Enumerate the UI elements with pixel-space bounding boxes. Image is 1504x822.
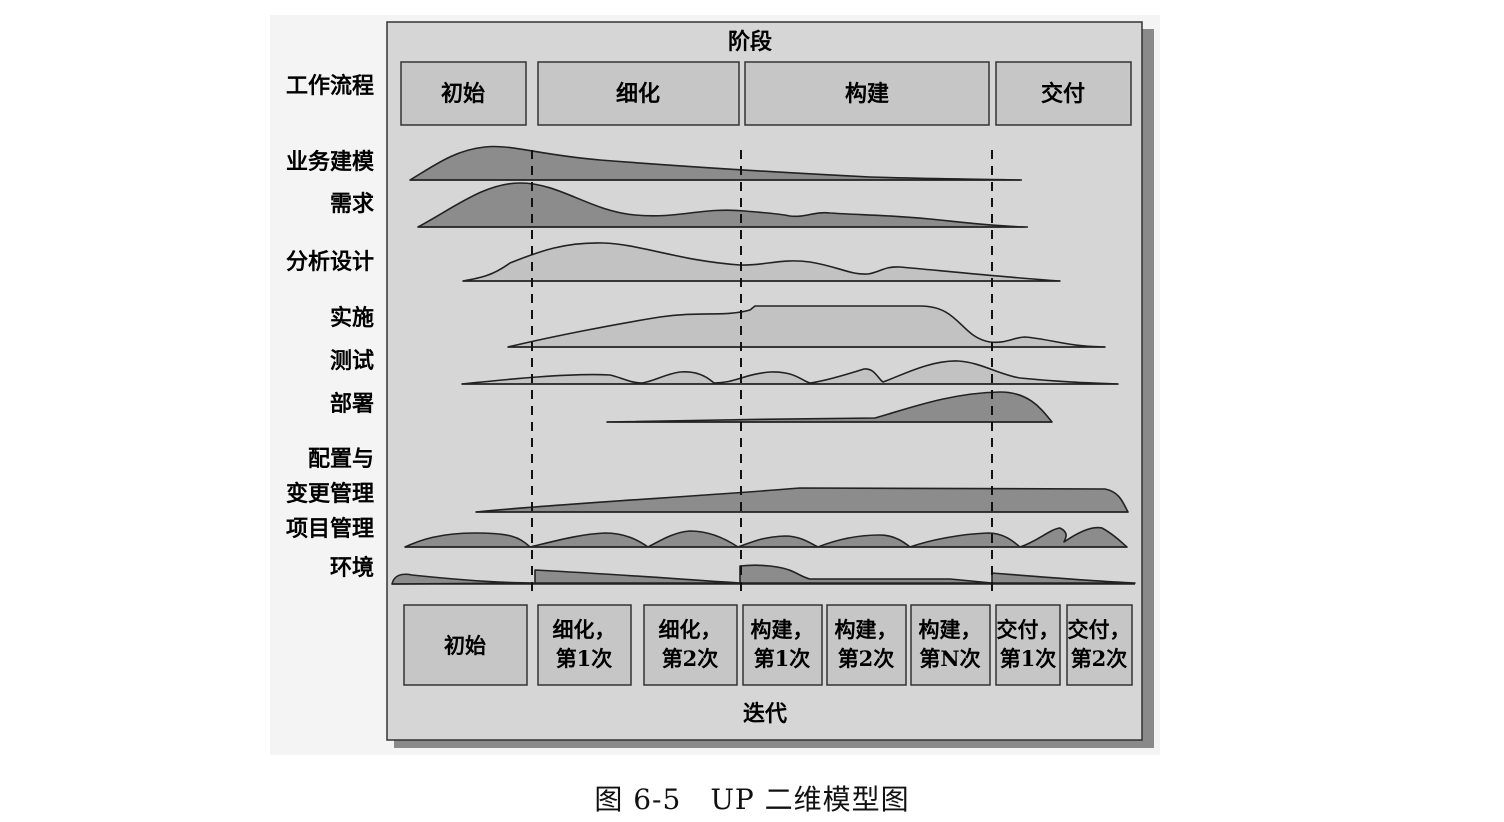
- iteration-box: [995, 604, 1061, 686]
- iteration-label: 细化，: [659, 617, 722, 642]
- iteration-box: [826, 604, 907, 686]
- workflow-labels: 业务建模 需求 分析设计 实施 测试 部署 配置与 变更管理 项目管理 环境: [286, 149, 375, 581]
- figure-caption: 图 6-5 UP 二维模型图: [594, 783, 910, 816]
- workflow-label: 环境: [330, 555, 374, 581]
- iteration-label: 构建，: [919, 617, 982, 642]
- phase-boundaries: [531, 150, 993, 595]
- iteration-box: [910, 604, 991, 686]
- iteration-boxes: 初始 细化， 第1次 细化， 第2次 构建， 第1次 构建， 第2次 构建， 第…: [403, 604, 1133, 686]
- phases-title: 阶段: [728, 29, 772, 55]
- curve-deployment: [606, 391, 1053, 423]
- curve-implementation: [507, 305, 1106, 348]
- iteration-label: 第N次: [919, 646, 980, 671]
- phase-boxes: 初始 细化 构建 交付: [400, 61, 1132, 126]
- iteration-label: 构建，: [751, 617, 814, 642]
- workflow-curves: [391, 145, 1136, 585]
- iteration-label: 第1次: [556, 646, 613, 671]
- iteration-box: [643, 604, 738, 686]
- iteration-box: [742, 604, 823, 686]
- baselines: [392, 179, 1135, 585]
- iteration-label: 第2次: [838, 646, 895, 671]
- curve-environment: [991, 572, 1136, 584]
- phase-box: [995, 61, 1132, 126]
- curve-environment: [534, 569, 741, 584]
- phase-box: [400, 61, 527, 126]
- curve-requirements: [417, 182, 1026, 228]
- iteration-box: [1066, 604, 1133, 686]
- phase-box: [537, 61, 740, 126]
- iteration-label: 初始: [444, 633, 486, 658]
- phase-label: 初始: [441, 81, 485, 107]
- iteration-label: 交付，: [997, 617, 1060, 642]
- workflow-label: 项目管理: [286, 516, 374, 542]
- workflow-label: 实施: [330, 305, 374, 331]
- iteration-label: 细化，: [553, 617, 616, 642]
- phase-label: 构建: [845, 81, 889, 107]
- iterations-title: 迭代: [743, 701, 787, 727]
- workflow-label: 测试: [330, 348, 374, 374]
- workflow-label: 配置与: [308, 446, 374, 472]
- iteration-label: 第2次: [662, 646, 719, 671]
- iteration-label: 第1次: [754, 646, 811, 671]
- phase-label: 细化: [616, 81, 660, 107]
- curve-analysis-design: [462, 242, 1061, 282]
- curve-test: [461, 360, 1119, 385]
- up-model-figure: 阶段 迭代 工作流程 初始 细化 构建 交付 业务建模 需求 分析设计 实施 测…: [270, 15, 1160, 755]
- phase-label: 交付: [1041, 81, 1085, 107]
- iteration-label: 第1次: [1000, 646, 1057, 671]
- workflow-label: 业务建模: [286, 149, 375, 175]
- curve-environment: [739, 564, 993, 584]
- iteration-box: [403, 604, 528, 686]
- iteration-label: 交付，: [1068, 617, 1131, 642]
- iteration-label: 第2次: [1071, 646, 1128, 671]
- curve-environment: [391, 573, 536, 585]
- up-model-diagram: 阶段 迭代 工作流程 初始 细化 构建 交付 业务建模 需求 分析设计 实施 测…: [286, 21, 1154, 748]
- curve-business-modeling: [409, 145, 1021, 181]
- workflow-label: 变更管理: [286, 481, 374, 507]
- phase-box: [744, 61, 990, 126]
- workflow-header: 工作流程: [286, 73, 374, 99]
- iteration-box: [537, 604, 632, 686]
- workflow-label: 分析设计: [286, 249, 374, 275]
- curve-config-change-mgmt: [475, 487, 1129, 513]
- workflow-label: 需求: [330, 191, 374, 217]
- workflow-label: 部署: [330, 391, 374, 417]
- iteration-label: 构建，: [835, 617, 898, 642]
